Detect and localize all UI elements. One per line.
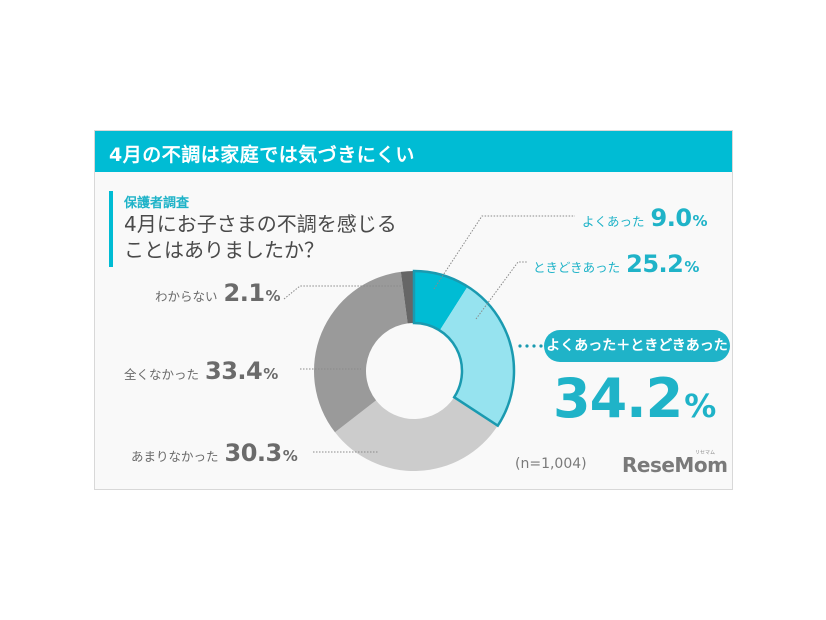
combined-value: 34.2 % — [553, 367, 717, 430]
label-rarely: あまりなかった 30.3 % — [131, 439, 298, 467]
header-band: 4月の不調は家庭では気づきにくい — [95, 131, 732, 172]
question-accent-bar — [109, 191, 113, 267]
chart-card: 4月の不調は家庭では気づきにくい 保護者調査 4月にお子さまの不調を感じる こと… — [94, 130, 733, 490]
question-text: 4月にお子さまの不調を感じる ことはありましたか？ — [124, 211, 397, 263]
page-title: 4月の不調は家庭では気づきにくい — [109, 144, 415, 166]
slice-dont-know — [400, 271, 414, 324]
combined-label-pill: よくあった＋ときどきあった — [544, 330, 730, 362]
label-never: 全くなかった 33.4 % — [124, 357, 279, 385]
resemom-logo: ReseMom — [622, 453, 728, 477]
slice-rarely — [334, 397, 498, 471]
question-line-1: 4月にお子さまの不調を感じる — [124, 212, 397, 236]
slice-never — [314, 271, 408, 433]
sample-size: (n=1,004) — [515, 456, 587, 472]
leader-lines — [283, 215, 575, 453]
leader-often — [433, 215, 575, 290]
donut-chart — [283, 215, 575, 471]
question-line-2: ことはありましたか？ — [124, 238, 324, 262]
label-often: よくあった 9.0 % — [582, 204, 708, 232]
label-sometimes: ときどきあった 25.2 % — [533, 250, 700, 278]
resemom-logo-kana: リセマム — [695, 450, 716, 456]
leader-dont-know — [283, 285, 403, 300]
combined-outline — [412, 269, 516, 428]
donut-slices — [314, 269, 516, 471]
slice-often — [414, 271, 468, 331]
survey-label: 保護者調査 — [124, 196, 190, 211]
combo-connector-dots — [518, 344, 543, 348]
label-dont-know: わからない 2.1 % — [155, 279, 281, 307]
